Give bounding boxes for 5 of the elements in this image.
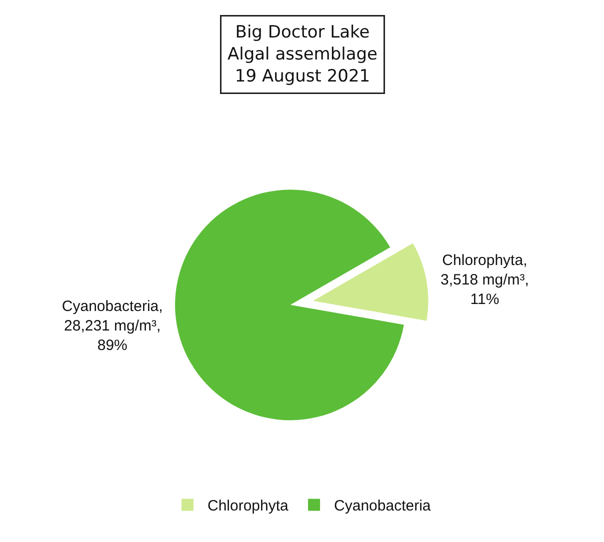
legend-label: Chlorophyta [208, 498, 290, 515]
chart-title: Big Doctor Lake Algal assemblage 19 August 2021 [228, 22, 378, 87]
data-label: Chlorophyta, 3,518 mg/m³, 11% [440, 252, 529, 308]
legend-label: Cyanobacteria [334, 498, 432, 515]
data-label: Cyanobacteria, 28,231 mg/m³, 89% [62, 298, 163, 354]
